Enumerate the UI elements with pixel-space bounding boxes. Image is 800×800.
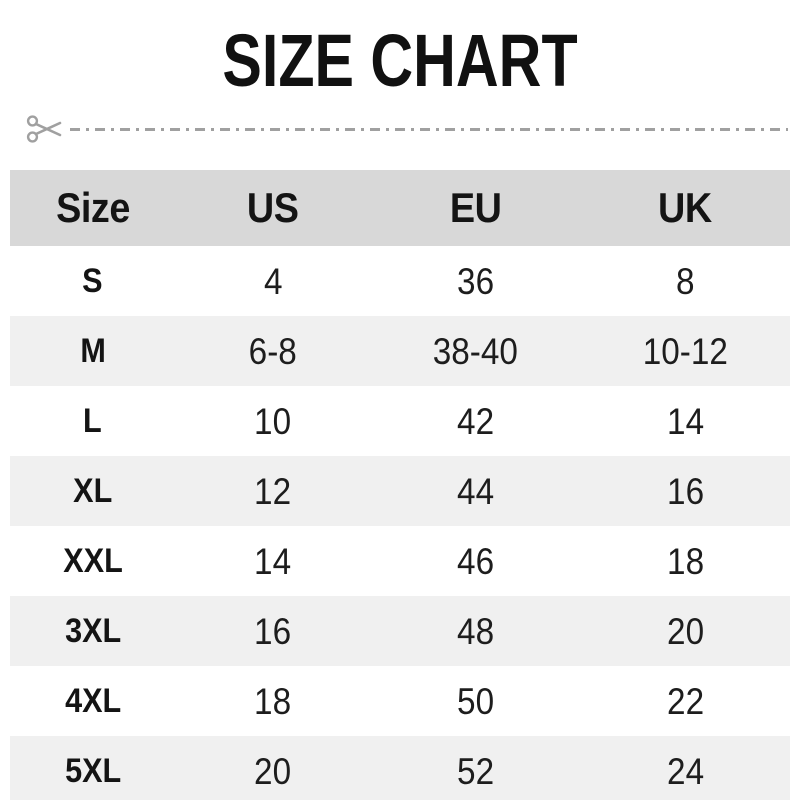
cell-uk: 8	[675, 260, 695, 302]
page-title-wrap: SIZE CHART	[0, 22, 800, 102]
cell-uk: 16	[666, 470, 704, 512]
cell-eu: 44	[456, 470, 494, 512]
scissors-icon	[26, 112, 64, 146]
header-us: US	[247, 184, 299, 231]
size-chart-table: Size US EU UK S 4 36 8 M 6-8 38-40 10-12…	[10, 170, 790, 800]
page-title: SIZE CHART	[222, 19, 578, 102]
cell-us: 18	[254, 680, 292, 722]
cell-uk: 10-12	[642, 330, 728, 372]
cell-size: M	[79, 332, 106, 370]
cell-size: 5XL	[64, 752, 121, 790]
cell-uk: 20	[666, 610, 704, 652]
table-row-4xl: 4XL 18 50 22	[10, 666, 790, 736]
cell-us: 20	[254, 750, 292, 792]
cell-eu: 48	[456, 610, 494, 652]
table-row-s: S 4 36 8	[10, 246, 790, 316]
cell-us: 16	[254, 610, 292, 652]
cell-size: 3XL	[64, 612, 121, 650]
cell-eu: 36	[456, 260, 494, 302]
cut-dash-line	[70, 127, 788, 131]
cell-size: XL	[73, 472, 113, 510]
cell-eu: 46	[456, 540, 494, 582]
cell-us: 4	[263, 260, 283, 302]
cell-us: 12	[254, 470, 292, 512]
cell-us: 6-8	[248, 330, 297, 372]
table-row-5xl: 5XL 20 52 24	[10, 736, 790, 800]
cell-size: XXL	[62, 542, 123, 580]
table-row-xxl: XXL 14 46 18	[10, 526, 790, 596]
header-eu: EU	[449, 184, 502, 231]
table-row-l: L 10 42 14	[10, 386, 790, 456]
cell-uk: 22	[666, 680, 704, 722]
cell-uk: 14	[666, 400, 704, 442]
cell-us: 10	[254, 400, 292, 442]
cell-size: S	[82, 262, 103, 300]
cell-eu: 52	[456, 750, 494, 792]
table-header-row: Size US EU UK	[10, 170, 790, 246]
table-row-3xl: 3XL 16 48 20	[10, 596, 790, 666]
table-row-m: M 6-8 38-40 10-12	[10, 316, 790, 386]
header-size: Size	[55, 184, 130, 231]
header-uk: UK	[658, 184, 712, 231]
cell-uk: 18	[666, 540, 704, 582]
cell-uk: 24	[666, 750, 704, 792]
cell-size: 4XL	[64, 682, 121, 720]
cell-eu: 42	[456, 400, 494, 442]
cell-eu: 50	[456, 680, 494, 722]
cell-size: L	[83, 402, 103, 440]
cut-line	[26, 112, 788, 146]
cell-eu: 38-40	[432, 330, 518, 372]
table-row-xl: XL 12 44 16	[10, 456, 790, 526]
cell-us: 14	[254, 540, 292, 582]
